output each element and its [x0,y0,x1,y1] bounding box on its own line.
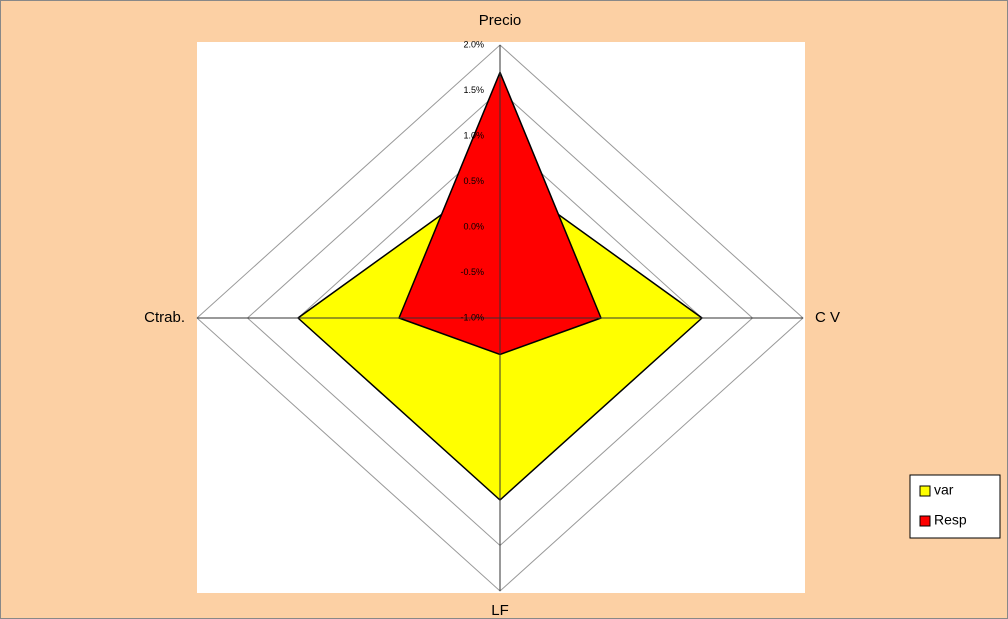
axis-tick-label: -0.5% [460,267,484,277]
axis-tick-label: 1.5% [463,85,484,95]
category-label: LF [491,602,509,619]
legend-swatch [919,485,931,497]
category-label: C V [815,309,840,326]
category-label: Ctrab. [144,309,185,326]
category-label: Precio [479,12,522,29]
axis-tick-label: -1.0% [460,312,484,322]
legend-label: var [934,482,954,498]
axis-tick-label: 0.0% [463,221,484,231]
axis-tick-label: 0.5% [463,176,484,186]
axis-tick-label: 1.0% [463,130,484,140]
axis-tick-label: 2.0% [463,39,484,49]
legend-swatch [919,515,931,527]
legend-box [909,474,1001,539]
legend-label: Resp [934,512,967,528]
